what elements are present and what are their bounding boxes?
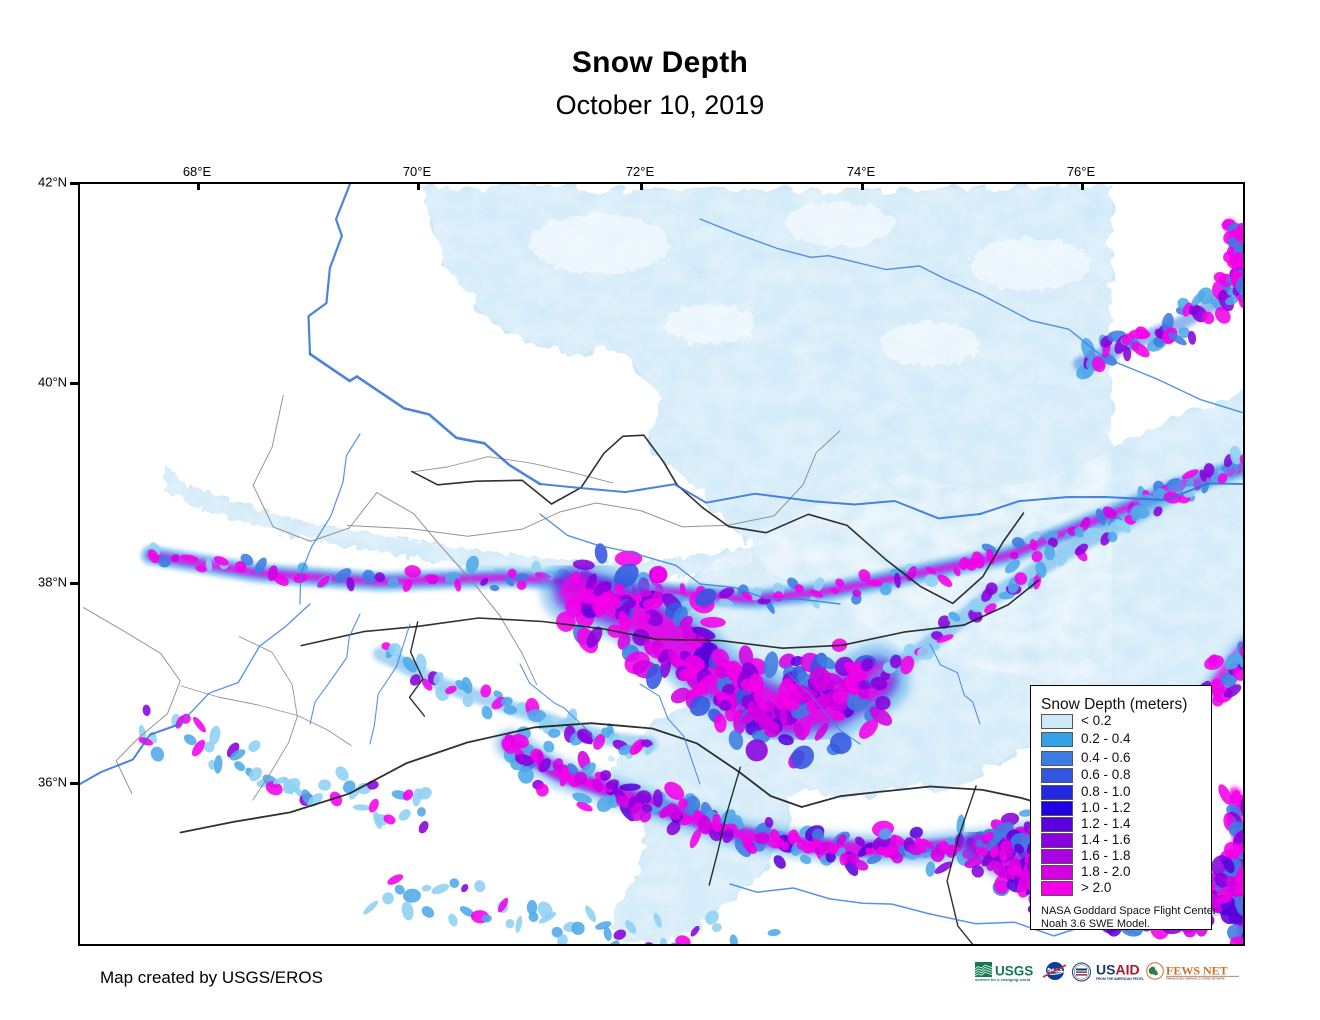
svg-text:science for a changing world: science for a changing world: [975, 977, 1031, 982]
svg-text:FAMINE EARLY WARNING SYSTEMS N: FAMINE EARLY WARNING SYSTEMS NETWORK: [1166, 977, 1225, 981]
svg-text:FEWS NET: FEWS NET: [1166, 964, 1228, 978]
svg-text:USAID: USAID: [1096, 962, 1140, 978]
svg-text:FROM THE AMERICAN PEOPLE: FROM THE AMERICAN PEOPLE: [1096, 977, 1144, 981]
